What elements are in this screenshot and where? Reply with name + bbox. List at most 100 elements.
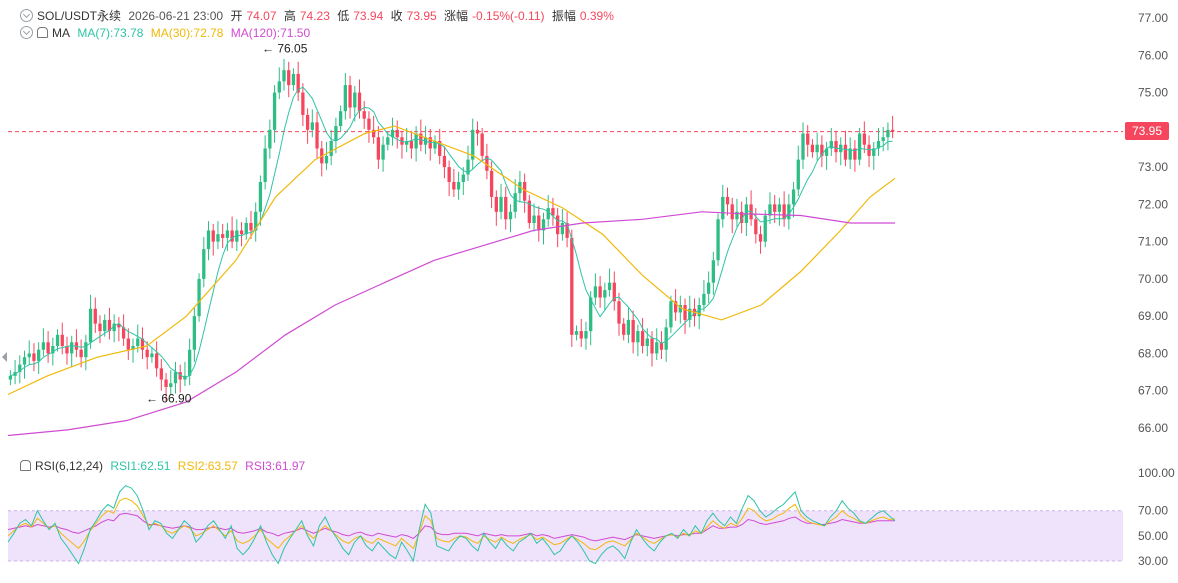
candle-body — [216, 234, 220, 242]
candle-body — [419, 133, 423, 145]
candle-body — [51, 346, 55, 354]
candle-body — [791, 189, 796, 205]
candle-body — [777, 204, 782, 212]
candle-body — [740, 211, 744, 223]
candle-body — [343, 85, 347, 112]
candle-body — [254, 211, 258, 231]
low-annotation: ← 66.90 — [146, 391, 192, 405]
alert-bell-icon[interactable] — [37, 27, 48, 38]
candle-body — [711, 260, 716, 283]
candle-body — [225, 230, 230, 238]
candle-body — [617, 301, 621, 324]
candle-body — [471, 129, 475, 160]
candle-body — [612, 282, 616, 302]
candle-body — [55, 334, 60, 346]
candle-body — [631, 319, 635, 343]
candle-body — [806, 133, 810, 145]
annotations: ← 76.05 ← 66.90 — [146, 41, 308, 405]
candle-body — [659, 342, 664, 350]
candle-body — [324, 155, 329, 164]
candle-body — [697, 305, 701, 317]
price-tick-label: 71.00 — [1138, 235, 1168, 249]
candle-body — [683, 305, 687, 320]
candle-body — [263, 148, 267, 182]
candle-body — [131, 346, 135, 350]
candle-body — [268, 129, 272, 149]
candle-body — [46, 342, 50, 354]
symbol: SOL/USDT永续 — [37, 9, 122, 23]
candle-body — [178, 372, 182, 380]
collapse-icon[interactable] — [20, 26, 33, 39]
candle-body — [107, 319, 112, 332]
candle-body — [395, 129, 399, 138]
candle-body — [287, 70, 291, 86]
change-value: -0.15%(-0.11) — [472, 9, 545, 23]
candle-body — [126, 338, 130, 350]
candle-body — [367, 118, 371, 130]
price-axis: 77.0076.0075.0074.0073.0072.0071.0070.00… — [1138, 11, 1168, 435]
candle-body — [857, 133, 862, 160]
collapse-icon[interactable] — [20, 9, 33, 22]
low-value: 73.94 — [353, 9, 384, 23]
candle-body — [103, 319, 107, 332]
rsi-label: RSI(6,12,24) — [35, 459, 104, 473]
candle-body — [475, 129, 480, 134]
candle-body — [763, 215, 767, 242]
ma30-value: MA(30):72.78 — [150, 26, 224, 40]
candle-body — [338, 111, 343, 127]
rsi1-line — [7, 485, 896, 565]
high-annotation: ← 76.05 — [262, 41, 308, 55]
candle-body — [159, 368, 163, 380]
rsi1-value: RSI1:62.51 — [110, 459, 171, 473]
candle-body — [730, 204, 734, 220]
candle-body — [372, 129, 376, 138]
candle-body — [202, 249, 206, 279]
candle-body — [405, 141, 409, 145]
price-tick-label: 68.00 — [1138, 346, 1168, 360]
candle-body — [489, 170, 494, 197]
candle-body — [848, 148, 852, 160]
candle-body — [626, 319, 631, 335]
candle-body — [376, 137, 381, 160]
price-tick-label: 73.00 — [1138, 160, 1168, 174]
candle-body — [140, 338, 145, 350]
change-label: 涨幅 — [444, 9, 469, 23]
candle-body — [843, 144, 848, 160]
candle-body — [277, 81, 281, 93]
candle-body — [598, 286, 602, 298]
candle-body — [301, 92, 305, 115]
candle-body — [541, 219, 546, 231]
candle-body — [773, 204, 777, 212]
rsi-tick-label: 30.00 — [1138, 554, 1168, 568]
candle-body — [315, 122, 319, 149]
amplitude-label: 振幅 — [551, 9, 576, 23]
price-tick-label: 77.00 — [1138, 11, 1168, 25]
candle-body — [853, 148, 857, 160]
scroll-left-icon[interactable] — [2, 352, 7, 362]
candle-body — [112, 323, 116, 332]
price-tick-label: 66.00 — [1138, 421, 1168, 435]
candle-body — [206, 230, 211, 250]
price-tick-label: 76.00 — [1138, 48, 1168, 62]
candle-body — [88, 308, 93, 343]
candle-body — [824, 148, 829, 156]
candle-body — [154, 353, 159, 369]
candle-body — [93, 308, 97, 324]
candle-body — [70, 342, 74, 354]
candle-body — [60, 334, 64, 346]
candle-body — [645, 338, 649, 346]
candle-body — [787, 204, 791, 220]
candle-body — [815, 144, 819, 153]
alert-bell-icon[interactable] — [20, 460, 31, 471]
candle-body — [560, 223, 565, 235]
candle-body — [409, 141, 414, 149]
candle-body — [504, 196, 508, 220]
candle-body — [579, 331, 583, 339]
candle-body — [173, 372, 178, 384]
candle-body — [18, 364, 22, 373]
close-label: 收 — [390, 9, 403, 23]
close-value: 73.95 — [406, 9, 437, 23]
candle-body — [881, 137, 885, 141]
candle-body — [362, 111, 366, 119]
